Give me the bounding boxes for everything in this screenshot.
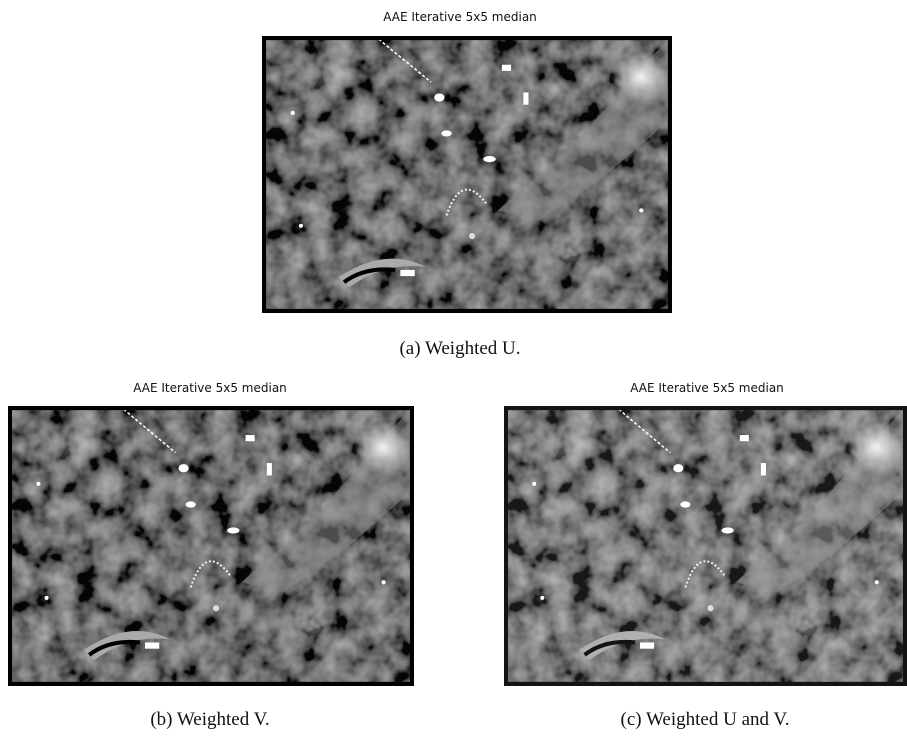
panel-caption: (c) Weighted U and V. (495, 709, 907, 731)
flow-image (8, 406, 414, 686)
panel-caption: (b) Weighted V. (0, 709, 420, 731)
panel-title: AAE Iterative 5x5 median (0, 381, 420, 395)
flow-image (504, 406, 907, 686)
flow-image (262, 36, 672, 313)
panel-title: AAE Iterative 5x5 median (250, 10, 670, 24)
panel-title: AAE Iterative 5x5 median (497, 381, 907, 395)
panel-caption: (a) Weighted U. (250, 338, 670, 360)
figure-page: {"figure": {"panels": [ {"title": "AAE I… (0, 0, 907, 745)
